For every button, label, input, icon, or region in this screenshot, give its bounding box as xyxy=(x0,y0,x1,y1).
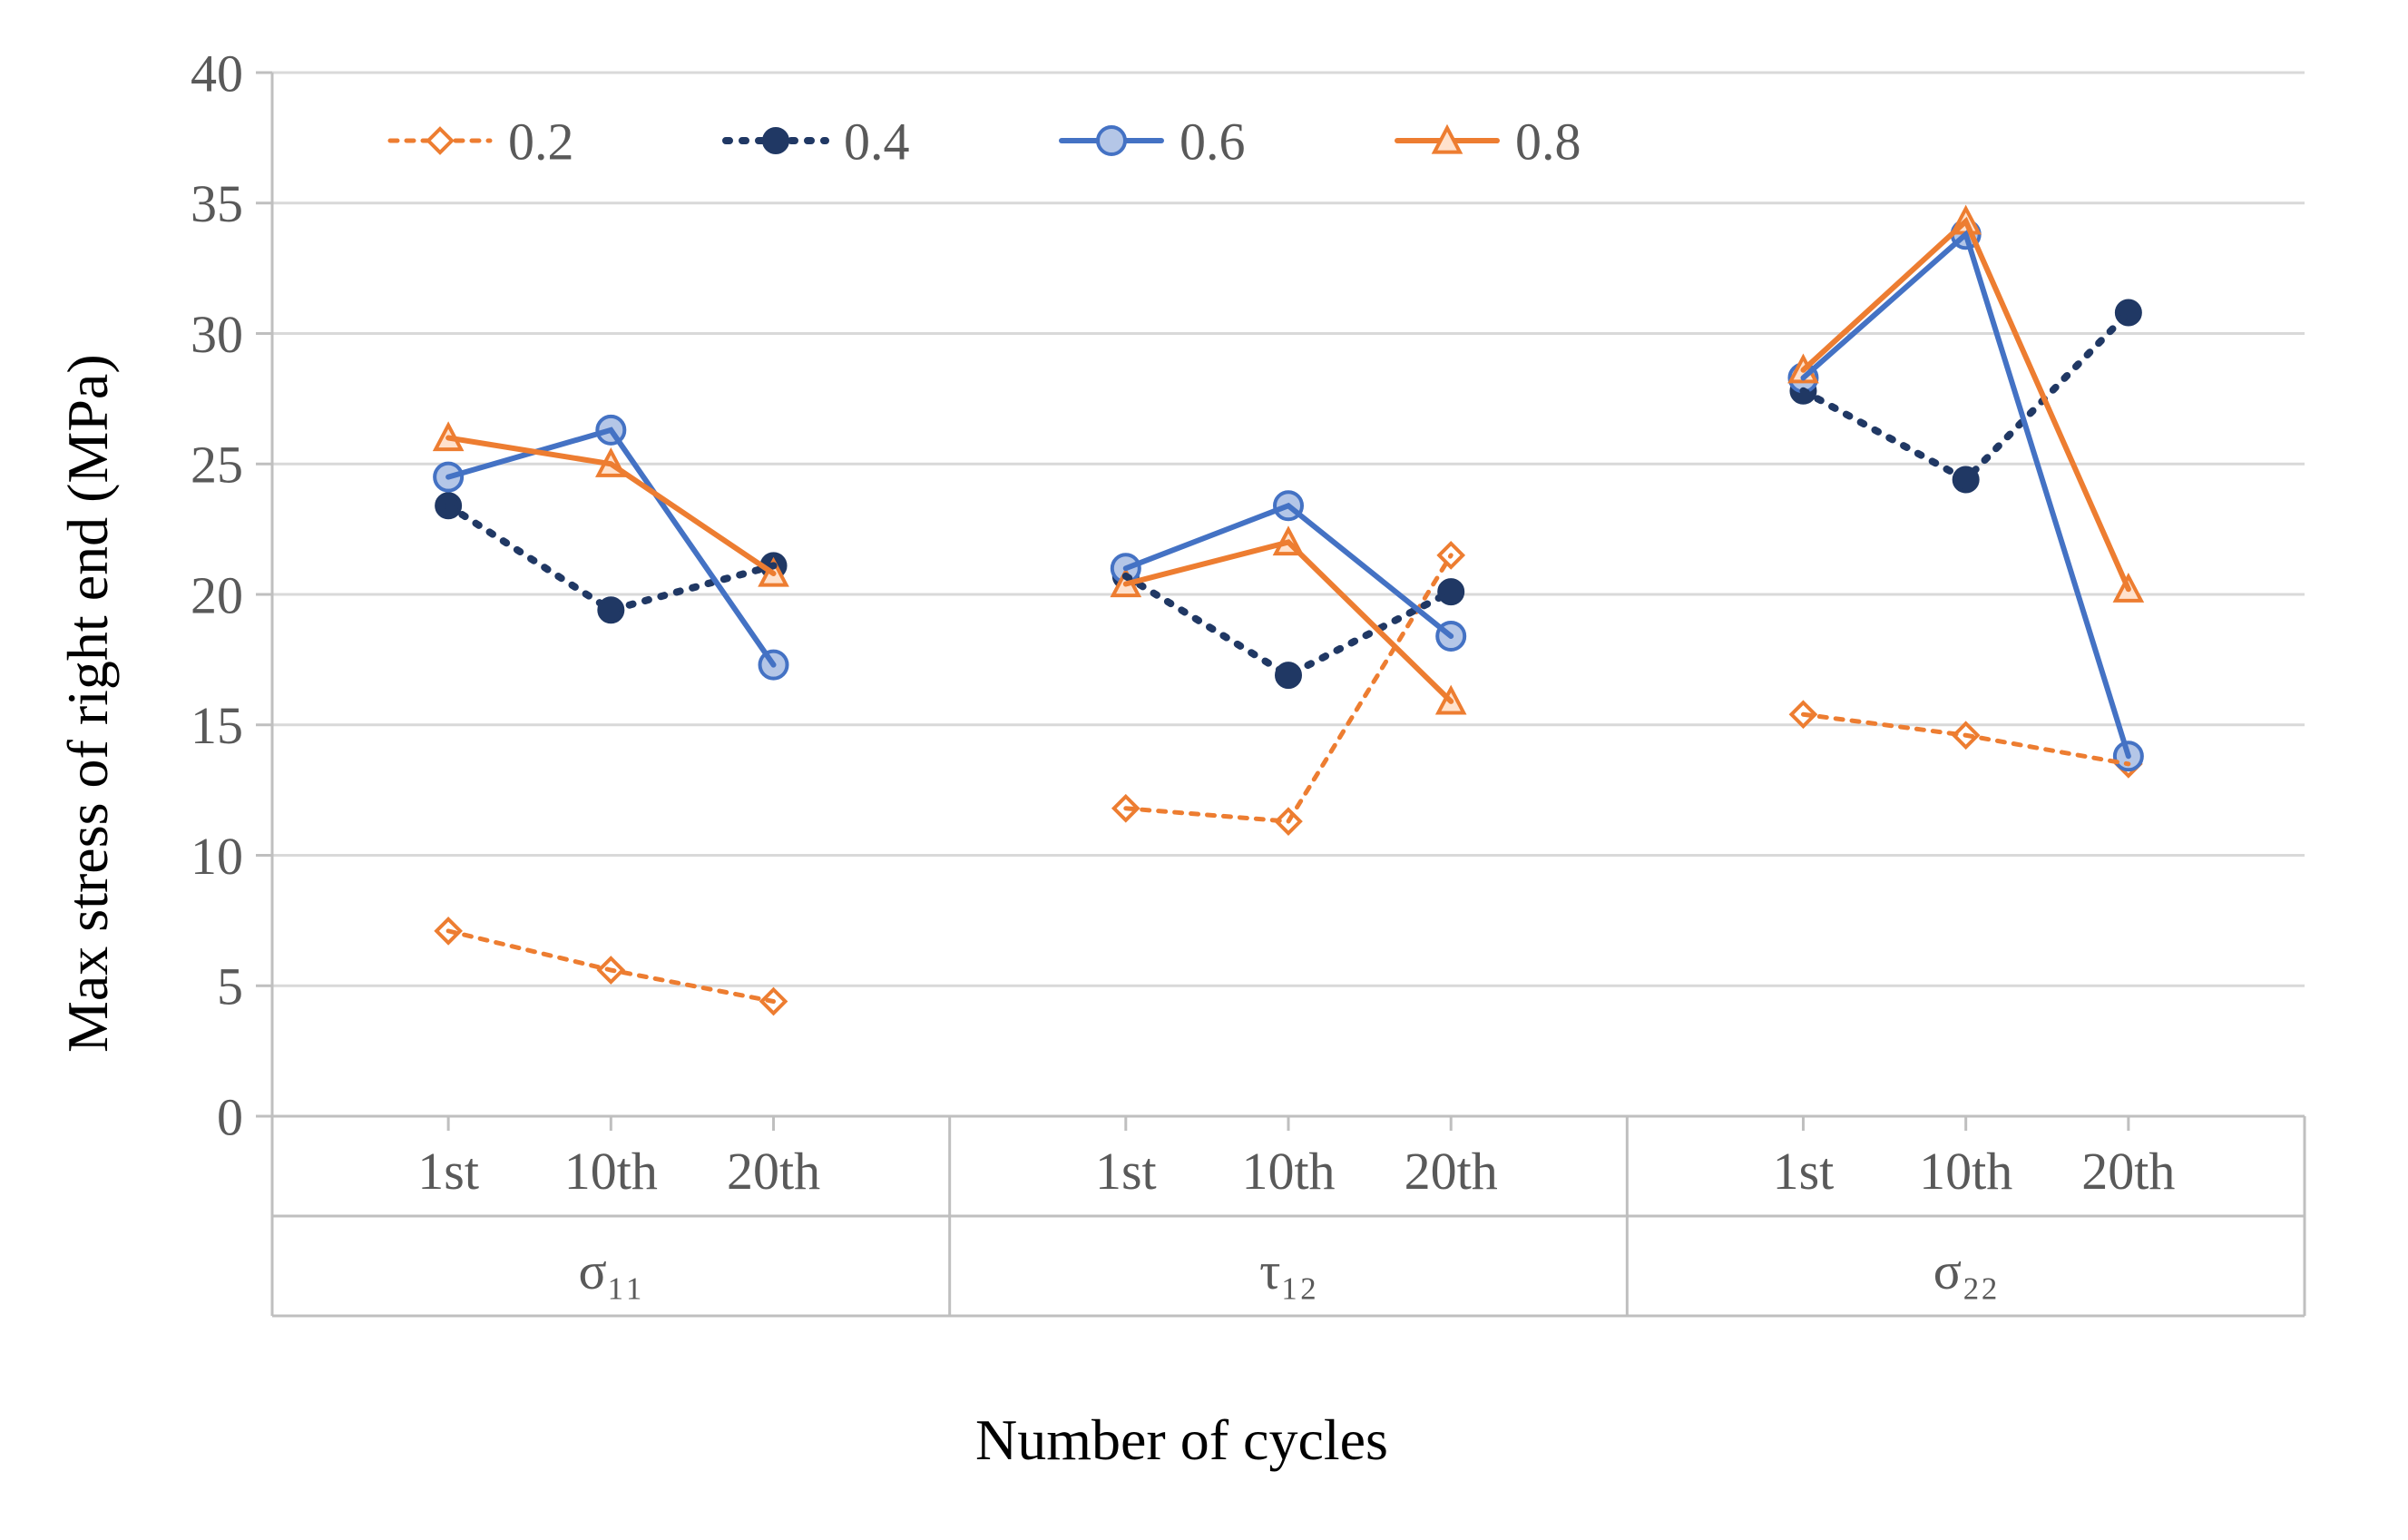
x-axis-label: Number of cycles xyxy=(975,1407,1388,1474)
svg-text:10th: 10th xyxy=(1919,1142,2012,1201)
svg-text:20th: 20th xyxy=(1405,1142,1498,1201)
svg-text:σ₁₁: σ₁₁ xyxy=(578,1241,643,1300)
svg-text:25: 25 xyxy=(191,436,243,495)
svg-text:20th: 20th xyxy=(727,1142,820,1201)
svg-text:1st: 1st xyxy=(1773,1142,1835,1201)
svg-text:15: 15 xyxy=(191,696,243,755)
svg-text:35: 35 xyxy=(191,174,243,233)
svg-text:20: 20 xyxy=(191,565,243,624)
svg-text:10th: 10th xyxy=(564,1142,658,1201)
svg-text:0.8: 0.8 xyxy=(1515,112,1581,171)
svg-text:10: 10 xyxy=(191,827,243,886)
svg-text:1st: 1st xyxy=(417,1142,479,1201)
svg-text:0.2: 0.2 xyxy=(508,112,574,171)
svg-text:τ₁₂: τ₁₂ xyxy=(1259,1241,1317,1300)
stress-cycles-chart: 0 5 10 15 20 25 30 35 40 1st 10th 20th σ₁₁ 1st 10th 20t… xyxy=(0,0,2408,1540)
svg-text:0.6: 0.6 xyxy=(1180,112,1246,171)
svg-text:σ₂₂: σ₂₂ xyxy=(1933,1241,1999,1300)
svg-text:5: 5 xyxy=(217,957,243,1016)
svg-text:0.4: 0.4 xyxy=(844,112,910,171)
svg-text:30: 30 xyxy=(191,305,243,364)
svg-text:20th: 20th xyxy=(2081,1142,2175,1201)
svg-text:0: 0 xyxy=(217,1087,243,1146)
svg-text:10th: 10th xyxy=(1241,1142,1335,1201)
svg-text:1st: 1st xyxy=(1095,1142,1157,1201)
y-axis-label: Max stress of right end (MPa) xyxy=(54,354,122,1053)
svg-text:40: 40 xyxy=(191,44,243,103)
